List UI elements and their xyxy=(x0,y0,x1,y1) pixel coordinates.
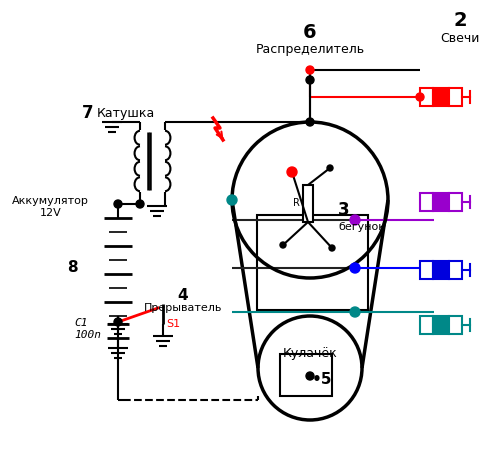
Bar xyxy=(433,261,449,279)
Text: S1: S1 xyxy=(166,319,180,329)
Circle shape xyxy=(329,245,335,251)
Bar xyxy=(420,316,433,334)
Text: бегунок: бегунок xyxy=(338,222,385,232)
Bar xyxy=(449,261,462,279)
Bar xyxy=(420,193,433,211)
Text: R: R xyxy=(293,198,300,208)
Circle shape xyxy=(306,372,314,380)
Circle shape xyxy=(350,307,360,317)
Circle shape xyxy=(327,165,333,171)
Text: Распределитель: Распределитель xyxy=(256,44,364,57)
Circle shape xyxy=(306,76,314,84)
Text: 2: 2 xyxy=(453,10,467,30)
Circle shape xyxy=(287,167,297,177)
Circle shape xyxy=(350,215,360,225)
Bar xyxy=(433,88,449,106)
Circle shape xyxy=(114,318,122,326)
Circle shape xyxy=(136,200,144,208)
Text: 8: 8 xyxy=(66,260,78,276)
Text: C1
100n: C1 100n xyxy=(74,318,101,340)
Text: 7: 7 xyxy=(82,104,94,122)
Text: Свечи: Свечи xyxy=(440,31,480,44)
Bar xyxy=(449,193,462,211)
Text: Прерыватель: Прерыватель xyxy=(144,303,222,313)
Bar xyxy=(449,316,462,334)
Text: Кулачёк: Кулачёк xyxy=(282,347,338,360)
Bar xyxy=(449,88,462,106)
Text: 6: 6 xyxy=(303,22,317,41)
Bar xyxy=(433,193,449,211)
Circle shape xyxy=(350,263,360,273)
Circle shape xyxy=(280,242,286,248)
Bar xyxy=(257,215,368,310)
Bar xyxy=(303,185,313,222)
Circle shape xyxy=(306,118,314,126)
Bar xyxy=(433,316,449,334)
Text: 4: 4 xyxy=(178,289,188,304)
Text: 3: 3 xyxy=(338,201,349,219)
Bar xyxy=(420,261,433,279)
Text: Аккумулятор
12V: Аккумулятор 12V xyxy=(12,196,89,218)
Text: Катушка: Катушка xyxy=(97,106,155,119)
Circle shape xyxy=(227,195,237,205)
Text: •5: •5 xyxy=(312,373,332,387)
Circle shape xyxy=(306,66,314,74)
Circle shape xyxy=(416,93,424,101)
Bar xyxy=(420,88,433,106)
Bar xyxy=(280,354,332,396)
Circle shape xyxy=(114,200,122,208)
